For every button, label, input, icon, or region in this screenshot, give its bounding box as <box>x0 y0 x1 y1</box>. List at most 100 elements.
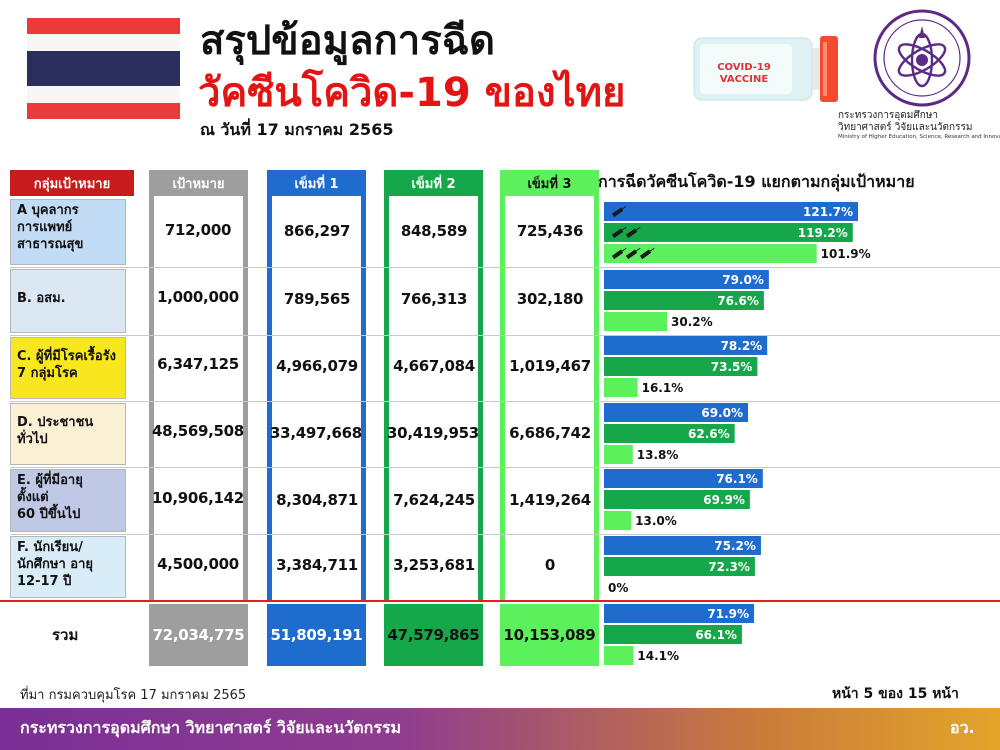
syringe-icon <box>611 226 627 239</box>
bar-B-series2: 76.6% <box>604 291 764 310</box>
bar-rect-B-series1 <box>604 270 769 289</box>
bar-rect-A-series2 <box>604 223 853 242</box>
row-divider <box>10 401 1000 402</box>
bar-rect-รวม-series2 <box>604 625 742 644</box>
bar-label-F-series3: 0% <box>608 581 628 595</box>
bar-rect-รวม-series1 <box>604 604 755 623</box>
bar-label-รวม-series1: 71.9% <box>707 607 749 621</box>
cell-dose3-c: 1,019,467 <box>509 357 591 375</box>
cell-dose2-c: 4,667,084 <box>393 357 475 375</box>
bar-rect-B-series3 <box>604 312 668 331</box>
ministry-name-th-line1: กระทรวงการอุดมศึกษา <box>838 110 938 121</box>
group-cell-b: B. อสม. <box>10 269 126 333</box>
bar-rect-A-series3 <box>604 244 817 263</box>
bar-A-series3: 101.9% <box>604 244 871 263</box>
bar-label-B-series1: 79.0% <box>722 273 764 287</box>
cell-dose2-b: 766,313 <box>400 290 468 308</box>
bar-rect-E-series1 <box>604 469 763 488</box>
cell-dose2-d: 30,419,953 <box>387 424 479 442</box>
syringe-icon <box>625 247 641 260</box>
header-dose2: เข็มที่ 2 <box>384 170 483 196</box>
header-group: กลุ่มเป้าหมาย <box>10 170 134 196</box>
group-cell-d: D. ประชาชน ทั่วไป <box>10 403 126 465</box>
cell-dose3-b: 302,180 <box>516 290 584 308</box>
bar-label-รวม-series2: 66.1% <box>695 628 737 642</box>
cell-dose1-c: 4,966,079 <box>276 357 358 375</box>
footer-abbreviation: อว. <box>950 718 975 737</box>
bar-E-series3: 13.0% <box>604 511 677 530</box>
bar-label-รวม-series3: 14.1% <box>637 649 679 663</box>
vaccine-vial-icon <box>693 36 838 102</box>
vaccine-label-line2: VACCINE <box>719 74 769 85</box>
cell-dose3-e: 1,419,264 <box>509 491 591 509</box>
cell-dose2-f: 3,253,681 <box>393 556 475 574</box>
cell-target-f: 4,500,000 <box>157 555 239 573</box>
vaccine-label-line1: COVID-19 <box>717 62 771 73</box>
bar-label-A-series3: 101.9% <box>821 247 871 261</box>
row-divider <box>10 267 1000 268</box>
total-dose3: 10,153,089 <box>500 604 599 666</box>
syringe-icon <box>611 247 627 260</box>
page-title-line2: วัคซีนโควิด-19 ของไทย <box>198 70 626 116</box>
bar-label-A-series1: 121.7% <box>803 205 853 219</box>
cell-target-d: 48,569,508 <box>152 422 244 440</box>
header-dose1: เข็มที่ 1 <box>267 170 366 196</box>
bar-rect-D-series3 <box>604 445 633 464</box>
bar-rect-E-series2 <box>604 490 750 509</box>
syringe-icon <box>625 226 641 239</box>
footer-ministry-name: กระทรวงการอุดมศึกษา วิทยาศาสตร์ วิจัยและ… <box>20 718 402 737</box>
bar-label-A-series2: 119.2% <box>798 226 848 240</box>
bar-rect-C-series2 <box>604 357 758 376</box>
group-label-c: C. ผู้ที่มีโรคเรื้อรัง 7 กลุ่มโรค <box>17 349 116 381</box>
bar-label-D-series1: 69.0% <box>701 406 743 420</box>
cell-dose1-d: 33,497,668 <box>270 424 362 442</box>
bar-C-series1: 78.2% <box>604 336 768 355</box>
cell-dose3-d: 6,686,742 <box>509 424 591 442</box>
cell-dose3-a: 725,436 <box>516 222 584 240</box>
cell-dose2-a: 848,589 <box>400 222 468 240</box>
bar-rect-C-series1 <box>604 336 768 355</box>
cell-dose1-f: 3,384,711 <box>276 556 358 574</box>
bar-E-series1: 76.1% <box>604 469 763 488</box>
page-title-line1: สรุปข้อมูลการฉีด <box>200 18 495 64</box>
cell-target-a: 712,000 <box>164 221 232 239</box>
dose2-column-frame <box>384 196 483 601</box>
bar-B-series3: 30.2% <box>604 312 713 331</box>
header-dose3: เข็มที่ 3 <box>500 170 599 196</box>
vaccine-label: COVID-19 VACCINE <box>705 62 783 86</box>
bar-rect-A-series1 <box>604 202 858 221</box>
bar-F-series3: 0% <box>608 581 628 595</box>
source-note: ที่มา กรมควบคุมโรค 17 มกราคม 2565 <box>20 688 247 703</box>
syringe-icon <box>611 205 627 218</box>
bar-label-C-series2: 73.5% <box>711 360 753 374</box>
cell-dose3-f: 0 <box>544 556 556 574</box>
group-cell-c: C. ผู้ที่มีโรคเรื้อรัง 7 กลุ่มโรค <box>10 337 126 399</box>
bar-rect-D-series1 <box>604 403 749 422</box>
cell-target-b: 1,000,000 <box>157 288 239 306</box>
group-cell-e: E. ผู้ที่มีอายุ ตั้งแต่ 60 ปีขึ้นไป <box>10 469 126 532</box>
group-cell-f: F. นักเรียน/ นักศึกษา อายุ 12-17 ปี <box>10 536 126 598</box>
total-label: รวม <box>52 626 79 644</box>
bar-label-F-series2: 72.3% <box>708 560 750 574</box>
bar-label-E-series1: 76.1% <box>716 472 758 486</box>
bar-label-B-series3: 30.2% <box>671 315 713 329</box>
row-divider <box>10 335 1000 336</box>
cell-dose1-a: 866,297 <box>283 222 351 240</box>
group-cell-a: A บุคลากร การแพทย์ สาธารณสุข <box>10 199 126 265</box>
cell-dose1-e: 8,304,871 <box>276 491 358 509</box>
bar-label-D-series3: 13.8% <box>637 448 679 462</box>
ministry-logo-icon <box>873 9 971 107</box>
footer-bar <box>0 708 1000 750</box>
bar-D-series2: 62.6% <box>604 424 735 443</box>
row-divider <box>10 534 1000 535</box>
bar-rect-D-series2 <box>604 424 735 443</box>
bar-E-series2: 69.9% <box>604 490 750 509</box>
target-column-frame <box>149 196 248 601</box>
total-dose1: 51,809,191 <box>267 604 366 666</box>
bar-label-E-series3: 13.0% <box>635 514 677 528</box>
bar-F-series2: 72.3% <box>604 557 755 576</box>
ministry-name-en: Ministry of Higher Education, Science, R… <box>838 134 1000 140</box>
bar-รวม-series1: 71.9% <box>604 604 755 623</box>
group-label-b: B. อสม. <box>17 291 66 306</box>
bar-rect-รวม-series3 <box>604 646 634 665</box>
